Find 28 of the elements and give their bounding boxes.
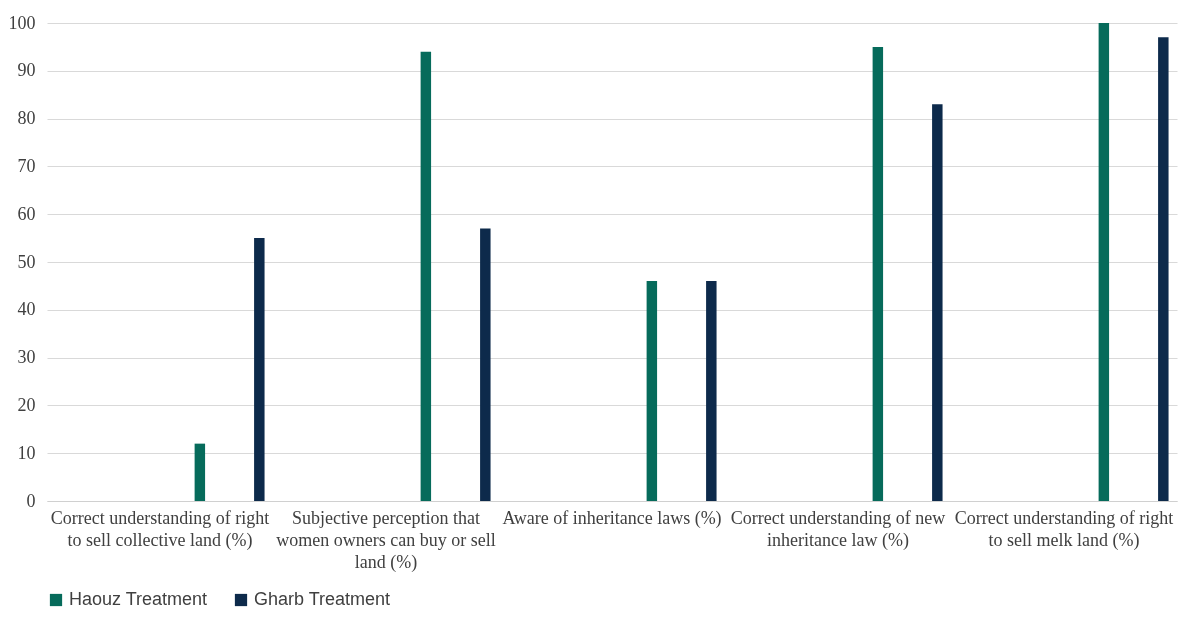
y-tick-label: 90 xyxy=(17,60,36,81)
bar xyxy=(420,51,432,501)
y-tick-label: 80 xyxy=(17,108,36,129)
bar xyxy=(646,281,658,501)
bar xyxy=(1098,23,1110,501)
x-tick-label: Subjective perception that women owners can buy or sell land (%) xyxy=(276,507,496,573)
legend-label: Haouz Treatment xyxy=(69,589,208,609)
bar xyxy=(480,228,491,501)
x-tick-label: Correct understanding of new inheritance law (%) xyxy=(730,507,946,551)
y-tick-label: 0 xyxy=(26,490,36,511)
y-tick-label: 40 xyxy=(17,299,36,320)
bar xyxy=(872,46,884,501)
bar xyxy=(932,104,943,501)
legend-label: Gharb Treatment xyxy=(254,589,391,609)
y-tick-label: 100 xyxy=(8,12,36,33)
x-tick-label: Correct understanding of right to sell collective land (%) xyxy=(50,507,270,551)
x-tick-label: Aware of inheritance laws (%) xyxy=(502,507,722,529)
y-tick-label: 10 xyxy=(17,442,36,463)
y-tick-label: 30 xyxy=(17,347,36,368)
y-tick-label: 20 xyxy=(17,394,36,415)
bar xyxy=(1158,37,1169,501)
y-tick-label: 50 xyxy=(17,251,36,272)
y-tick-label: 60 xyxy=(17,203,36,224)
x-tick-label: Correct understanding of right to sell melk land (%) xyxy=(954,507,1174,551)
y-tick-label: 70 xyxy=(17,155,36,176)
bar xyxy=(194,443,206,501)
bar xyxy=(706,281,717,501)
bar xyxy=(254,238,265,501)
